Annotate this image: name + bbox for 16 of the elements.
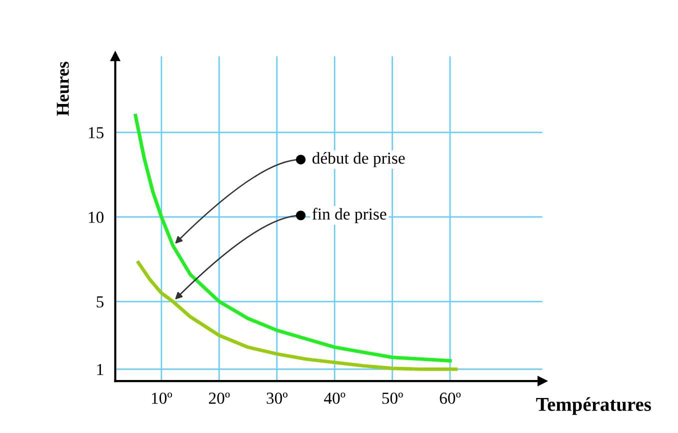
x-tick-label: 20º [208, 392, 230, 404]
line-series [136, 260, 458, 371]
annotation: début de prise [312, 152, 405, 168]
y-tick-label: 10 [88, 212, 104, 223]
line-series [134, 114, 452, 362]
x-tick-label: 50º [382, 392, 403, 404]
y-axis-title: Heures [56, 62, 69, 116]
x-tick-label: 10º [152, 392, 172, 404]
y-tick-label: 1 [97, 364, 104, 375]
annotation: fin de prise [312, 208, 386, 224]
y-tick-label: 15 [88, 127, 104, 138]
x-tick-label: 40º [324, 392, 346, 404]
x-axis-title: Températures [536, 397, 651, 415]
x-tick-label: 60º [440, 392, 461, 404]
x-tick-label: 30º [266, 392, 288, 404]
y-tick-label: 5 [96, 296, 104, 308]
